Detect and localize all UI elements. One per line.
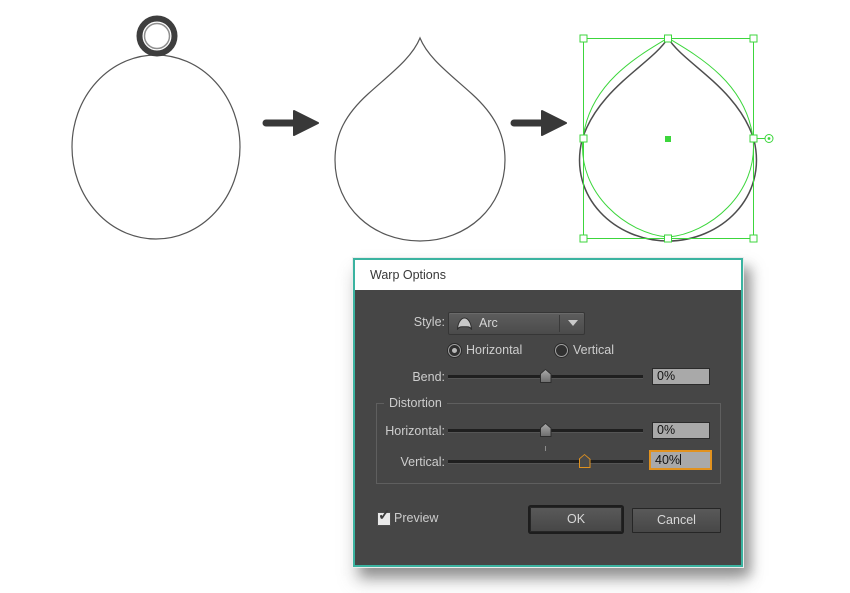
cancel-button[interactable]: Cancel <box>632 508 721 533</box>
distortion-horizontal-slider[interactable] <box>448 423 643 437</box>
distortion-vertical-slider[interactable] <box>448 454 643 468</box>
handle-top-left[interactable] <box>579 34 588 43</box>
distortion-horizontal-label: Horizontal: <box>385 424 445 438</box>
handle-bottom-left[interactable] <box>579 234 588 243</box>
selection-handles[interactable] <box>579 34 758 243</box>
right-arrow-icon <box>510 110 567 136</box>
arc-warp-icon <box>456 317 473 330</box>
preview-checkbox[interactable]: ✓ <box>377 507 391 526</box>
ring-inner-path <box>143 22 171 50</box>
dialog-title: Warp Options <box>370 268 446 282</box>
handle-middle-left[interactable] <box>579 134 588 143</box>
handle-top-right[interactable] <box>749 34 758 43</box>
preview-checkbox-label[interactable]: Preview <box>394 511 439 525</box>
ring-outer-path[interactable] <box>136 15 178 57</box>
warp-options-dialog: Warp Options Style: Arc Horizontal Verti… <box>353 258 743 567</box>
distortion-vertical-label: Vertical: <box>400 455 445 469</box>
style-label: Style: <box>413 315 445 329</box>
bend-value-field[interactable]: 0% <box>652 368 710 385</box>
distortion-group: Distortion <box>376 396 721 484</box>
text-caret <box>680 454 682 465</box>
checkmark-icon: ✓ <box>378 507 391 524</box>
style-dropdown-value: Arc <box>479 316 498 330</box>
horizontal-radio-label[interactable]: Horizontal <box>466 343 523 357</box>
teardrop-path[interactable] <box>334 36 506 242</box>
vertical-radio-label[interactable]: Vertical <box>573 343 614 357</box>
horizontal-radio[interactable] <box>448 344 461 357</box>
rotate-adorner-dot <box>767 137 771 140</box>
ellipse-path[interactable] <box>71 54 241 240</box>
bend-label: Bend: <box>412 370 445 384</box>
distortion-horizontal-value-field[interactable]: 0% <box>652 422 710 439</box>
distortion-vertical-slider-handle[interactable] <box>578 454 591 468</box>
slider-center-tick <box>545 446 546 451</box>
shape-warped-teardrop-selected[interactable] <box>572 28 780 250</box>
handle-bottom-center[interactable] <box>664 234 672 243</box>
right-arrow-icon <box>262 110 319 136</box>
vertical-radio[interactable] <box>555 344 568 357</box>
handle-bottom-right[interactable] <box>749 234 758 243</box>
distortion-horizontal-slider-handle[interactable] <box>539 423 552 437</box>
dialog-titlebar: Warp Options <box>355 260 741 290</box>
dropdown-separator <box>559 315 560 332</box>
shape-ellipse-with-ring[interactable] <box>60 8 255 248</box>
handle-middle-right[interactable] <box>749 134 758 143</box>
handle-top-center[interactable] <box>664 34 672 43</box>
distortion-vertical-value-field[interactable]: 40% <box>649 450 712 470</box>
chevron-down-icon[interactable] <box>568 320 578 326</box>
style-dropdown[interactable]: Arc <box>448 312 585 335</box>
shape-teardrop[interactable] <box>330 30 512 248</box>
distortion-group-label: Distortion <box>384 396 447 410</box>
bend-slider-handle[interactable] <box>539 369 552 383</box>
bend-slider[interactable] <box>448 369 643 383</box>
center-anchor-dot[interactable] <box>665 136 671 142</box>
orientation-radio-row: Horizontal Vertical <box>355 343 741 358</box>
ok-button[interactable]: OK <box>530 507 622 532</box>
